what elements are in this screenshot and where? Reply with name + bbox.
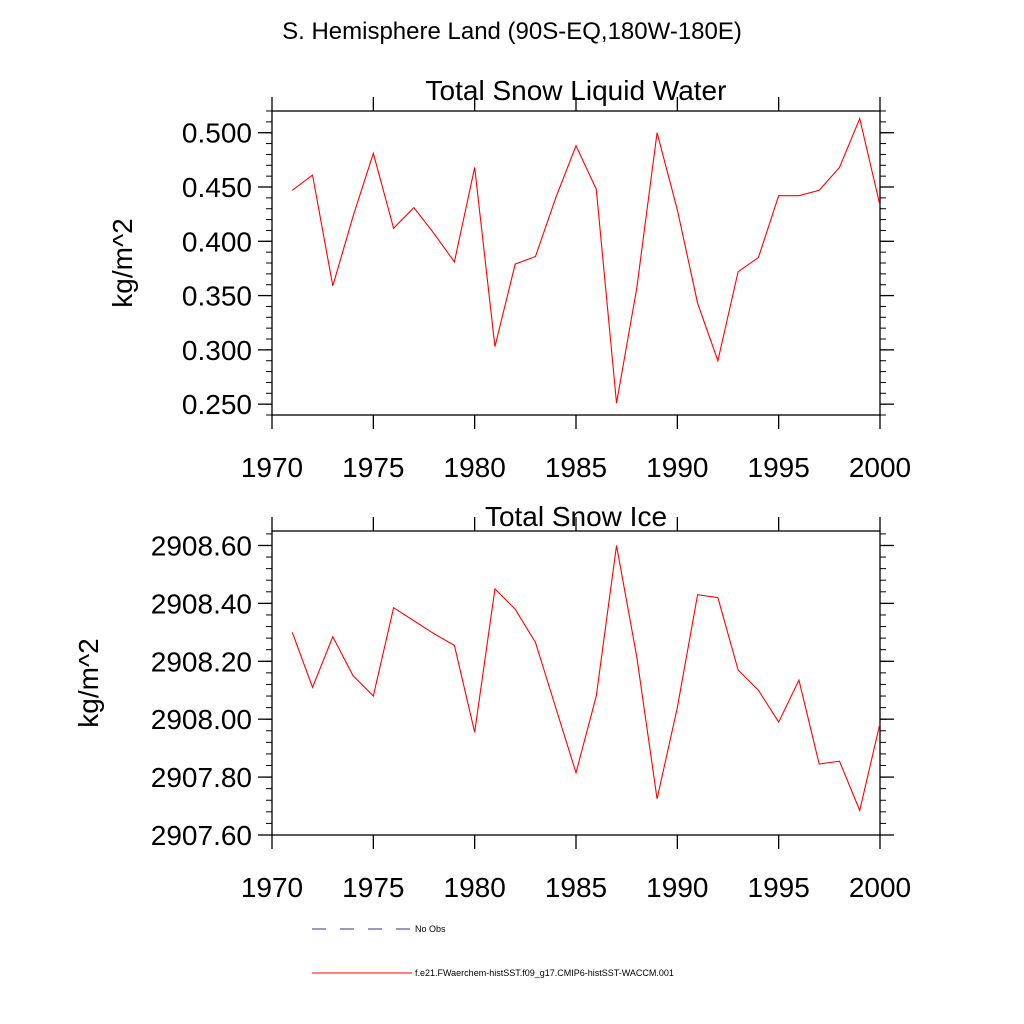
y-axis-label: kg/m^2 [73,638,104,727]
x-tick-label: 1970 [241,452,303,483]
x-tick-label: 1985 [545,452,607,483]
x-tick-label: 1995 [748,452,810,483]
x-tick-label: 1980 [444,872,506,903]
legend: No Obs f.e21.FWaerchem-histSST.f09_g17.C… [312,924,674,978]
y-tick-label: 0.250 [182,389,252,420]
legend-model-label: f.e21.FWaerchem-histSST.f09_g17.CMIP6-hi… [415,968,674,978]
legend-obs-label: No Obs [415,924,446,934]
series-line [291,116,881,404]
y-tick-label: 0.350 [182,281,252,312]
y-tick-label: 2908.00 [151,704,252,735]
y-tick-label: 0.300 [182,335,252,366]
y-tick-label: 2908.20 [151,646,252,677]
y-tick-label: 0.500 [182,118,252,149]
y-tick-label: 2908.40 [151,588,252,619]
x-tick-label: 1970 [241,872,303,903]
plot-frame [271,110,881,416]
x-tick-label: 1995 [748,872,810,903]
x-tick-label: 2000 [849,872,911,903]
x-tick-label: 1980 [444,452,506,483]
y-tick-label: 0.450 [182,172,252,203]
x-tick-label: 1985 [545,872,607,903]
x-tick-label: 1990 [646,872,708,903]
plot-frame [271,530,881,836]
y-tick-label: 0.400 [182,226,252,257]
x-tick-label: 1975 [342,452,404,483]
x-tick-label: 2000 [849,452,911,483]
y-axis-label: kg/m^2 [107,218,138,307]
y-tick-label: 2908.60 [151,530,252,561]
y-tick-label: 2907.60 [151,820,252,851]
y-tick-label: 2907.80 [151,762,252,793]
x-tick-label: 1990 [646,452,708,483]
figure-title: S. Hemisphere Land (90S-EQ,180W-180E) [282,18,742,45]
x-tick-label: 1975 [342,872,404,903]
series-line [291,545,881,813]
